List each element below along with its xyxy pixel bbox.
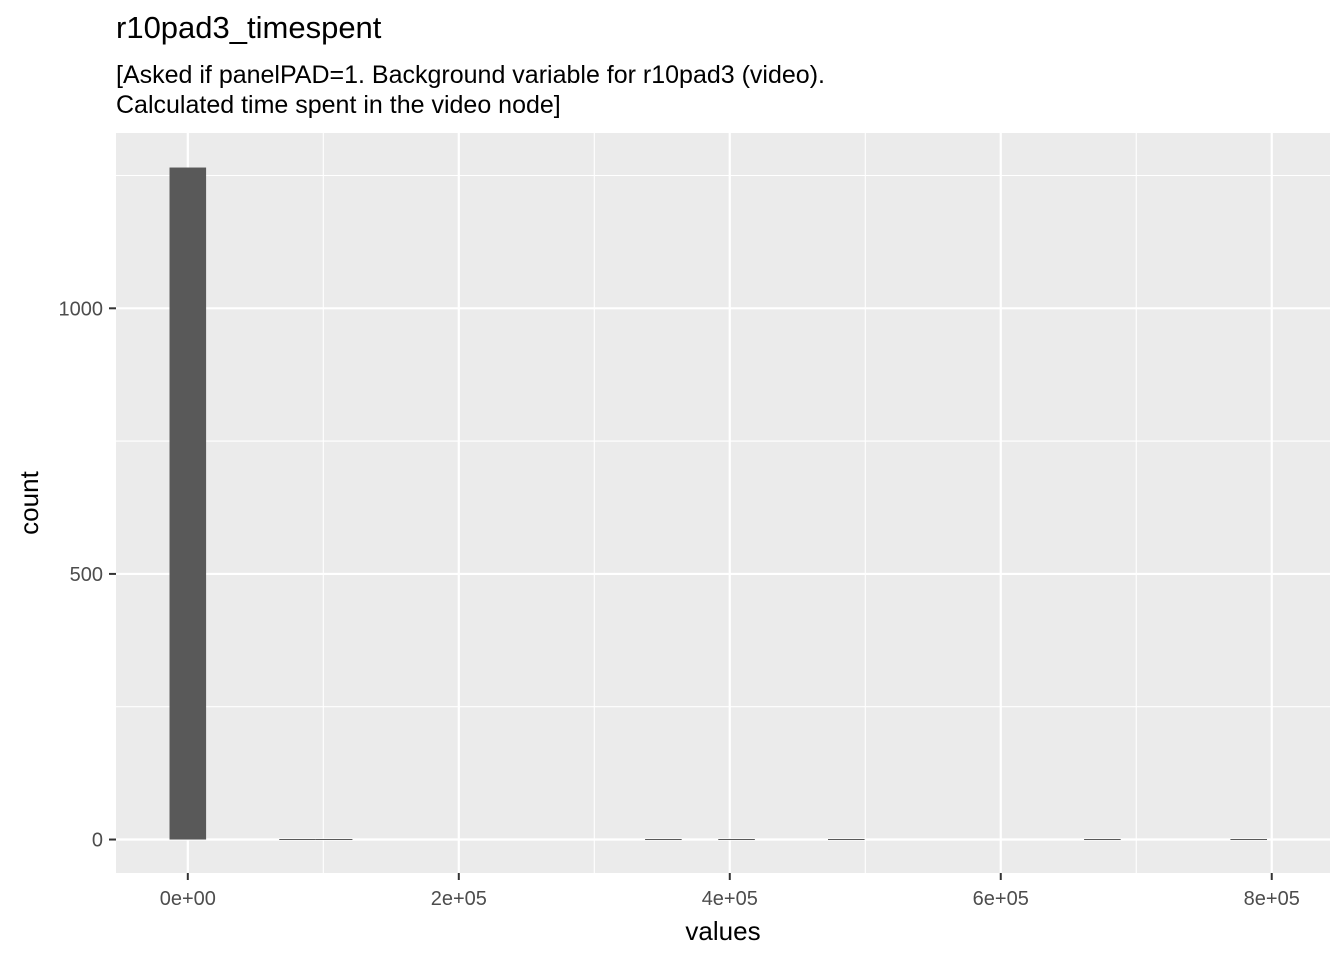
chart-subtitle-line-1: [Asked if panelPAD=1. Background variabl…	[116, 61, 825, 89]
x-tick-label: 2e+05	[431, 888, 487, 910]
histogram-bars	[169, 167, 1267, 841]
x-tick-label: 6e+05	[973, 888, 1029, 910]
y-axis-title: count	[14, 470, 44, 534]
histogram-bar	[718, 839, 755, 841]
chart-subtitle-line-2: Calculated time spent in the video node]	[116, 91, 561, 119]
y-tick-label: 1000	[59, 298, 104, 320]
y-tick-label: 0	[92, 830, 103, 852]
histogram-bar	[828, 839, 865, 841]
histogram-bar	[279, 839, 316, 841]
x-tick-label: 4e+05	[702, 888, 758, 910]
x-tick-label: 0e+00	[160, 888, 216, 910]
x-axis: 0e+00 2e+05 4e+05 6e+05 8e+05	[160, 873, 1300, 910]
minor-gridlines	[116, 133, 1330, 873]
y-tick-label: 500	[70, 564, 103, 586]
histogram-bar	[169, 167, 207, 840]
x-tick-label: 8e+05	[1244, 888, 1300, 910]
plot-panel	[116, 133, 1330, 873]
y-axis: 0 500 1000	[59, 298, 116, 852]
chart-title: r10pad3_timespent	[116, 10, 382, 45]
histogram-bar	[315, 839, 353, 841]
histogram-bar	[645, 839, 682, 841]
histogram-bar	[1230, 839, 1267, 841]
histogram-bar	[1084, 839, 1121, 841]
x-axis-title: values	[685, 916, 760, 946]
